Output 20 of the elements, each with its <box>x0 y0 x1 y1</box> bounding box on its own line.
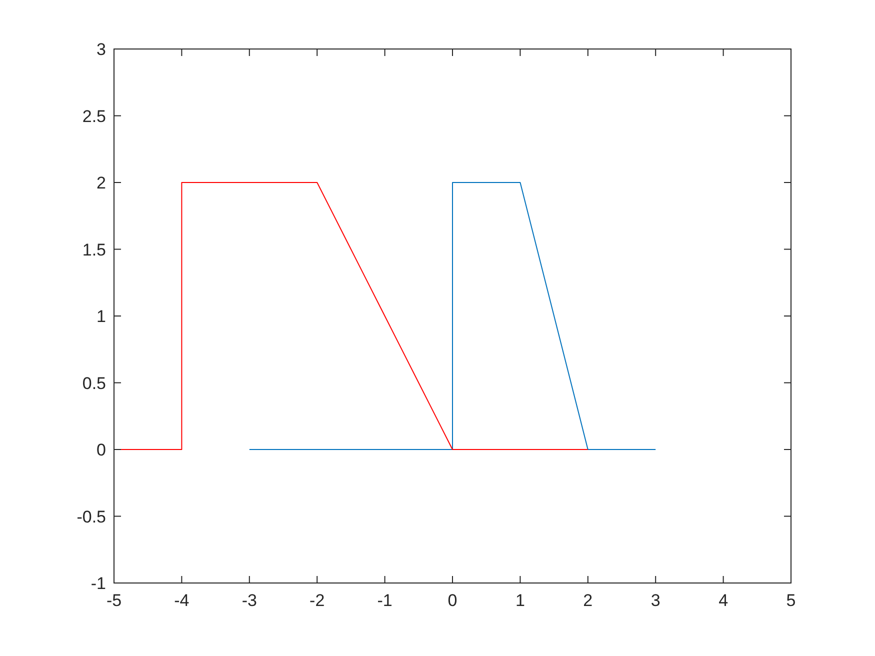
x-tick-label: -2 <box>310 591 325 610</box>
x-tick-label: 0 <box>448 591 458 610</box>
x-tick-label: -3 <box>242 591 257 610</box>
y-tick-label: 0.5 <box>82 374 106 393</box>
y-tick-label: 3 <box>96 40 106 59</box>
x-tick-label: 5 <box>786 591 796 610</box>
x-tick-label: 2 <box>583 591 593 610</box>
y-tick-label: 1.5 <box>82 240 106 260</box>
x-tick-label: -1 <box>377 591 392 610</box>
x-tick-label: 1 <box>515 591 525 610</box>
x-tick-label: -5 <box>106 591 122 610</box>
x-tick-label: 3 <box>650 591 660 610</box>
y-tick-label: 2 <box>96 174 106 192</box>
y-tick-label: 2.5 <box>82 106 106 126</box>
x-tick-label: 4 <box>718 591 728 610</box>
y-tick-label: 0 <box>96 440 106 460</box>
y-tick-label: -0.5 <box>76 507 106 526</box>
y-tick-label: 1 <box>96 307 106 326</box>
y-tick-label: -1 <box>90 574 106 593</box>
x-tick-label: -4 <box>174 591 190 610</box>
